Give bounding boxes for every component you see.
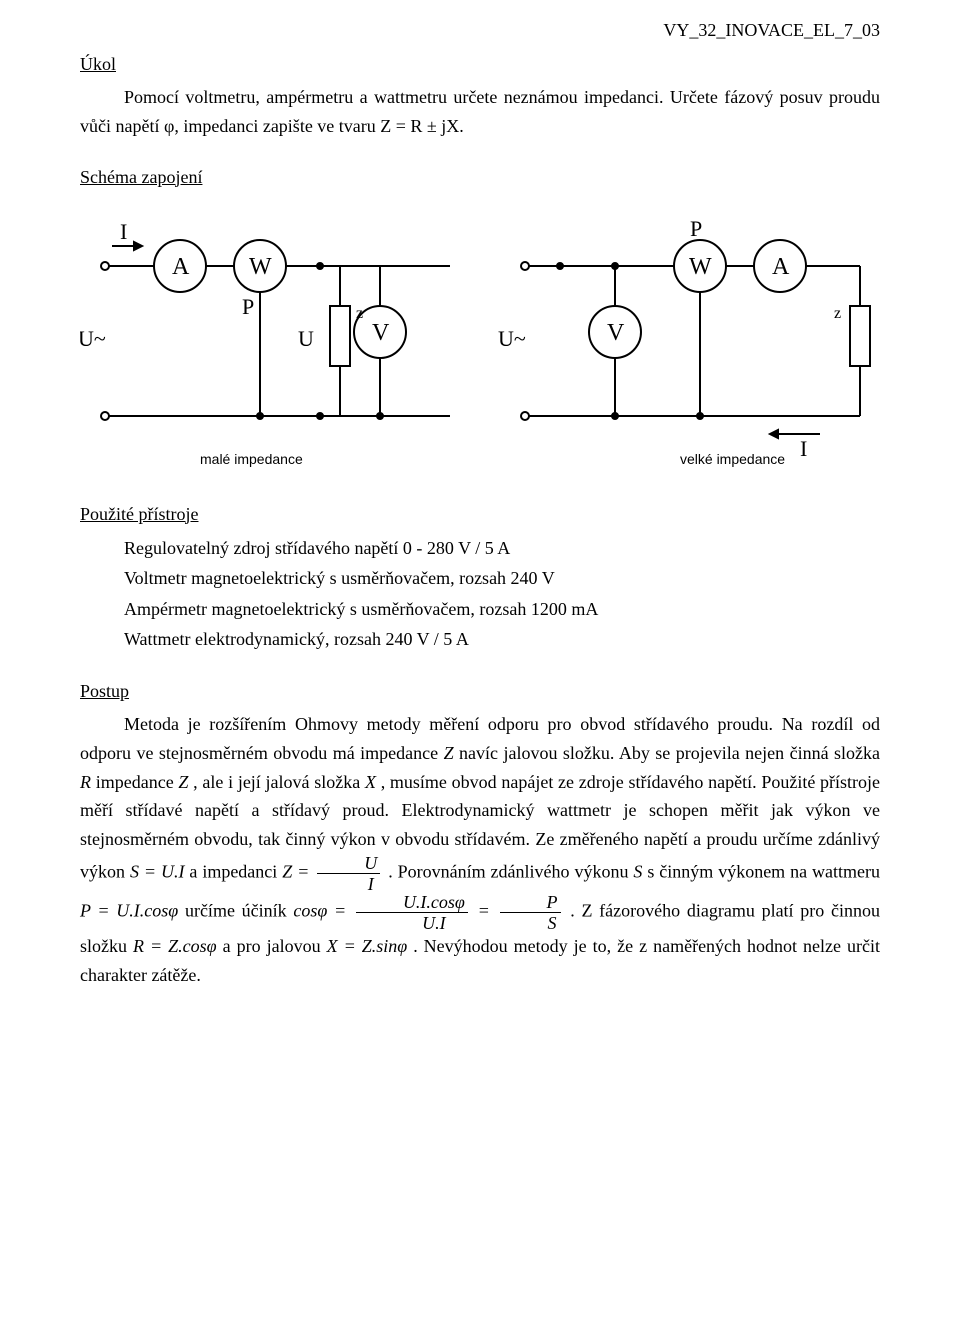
fraction-UIcos-over-UI: U.I.cosφ U.I (356, 893, 468, 932)
section-schema-title: Schéma zapojení (80, 167, 880, 188)
caption-right: velké impedance (680, 451, 785, 467)
frac-den: S (500, 913, 561, 932)
label-P-right: P (690, 216, 702, 241)
label-W-right: W (689, 254, 712, 280)
proc-eq-P: P = U.I.cosφ (80, 901, 178, 921)
instruments-list: Regulovatelný zdroj střídavého napětí 0 … (124, 533, 880, 655)
proc-text: impedance (96, 772, 179, 792)
instrument-item: Regulovatelný zdroj střídavého napětí 0 … (124, 533, 880, 564)
proc-var-S: S (633, 862, 642, 882)
section-task-title: Úkol (80, 54, 880, 75)
frac-num: P (500, 893, 561, 913)
label-Utilde-right: U~ (498, 326, 526, 351)
section-instruments-title: Použité přístroje (80, 504, 880, 525)
circuit-diagram: I U~ U P z A W V malé impedance (80, 206, 880, 486)
label-A-right: A (772, 254, 790, 280)
instrument-item: Voltmetr magnetoelektrický s usměrňovače… (124, 563, 880, 594)
frac-den: I (317, 874, 380, 893)
frac-num: U (317, 854, 380, 874)
label-I-left: I (120, 219, 127, 244)
label-I-right: I (800, 436, 807, 461)
proc-eq-cos: cosφ = (293, 901, 353, 921)
proc-var-Z: Z (444, 743, 454, 763)
page: VY_32_INOVACE_EL_7_03 Úkol Pomocí voltme… (0, 0, 960, 1326)
frac-den: U.I (356, 913, 468, 932)
proc-eq-R: R = Z.cosφ (133, 936, 217, 956)
task-text: Pomocí voltmetru, ampérmetru a wattmetru… (80, 83, 880, 141)
label-z-right: z (834, 305, 841, 322)
proc-text: a impedanci (189, 862, 282, 882)
label-A-left: A (172, 254, 190, 280)
label-V-right: V (607, 320, 625, 346)
document-id: VY_32_INOVACE_EL_7_03 (663, 20, 880, 41)
proc-eq-Z: Z = (282, 862, 314, 882)
fraction-P-over-S: P S (500, 893, 561, 932)
label-P-left: P (242, 294, 254, 319)
proc-text: navíc jalovou složku. Aby se projevila n… (459, 743, 880, 763)
proc-eq-sign: = (478, 901, 497, 921)
label-Utilde-left: U~ (80, 326, 106, 351)
fraction-U-over-I: U I (317, 854, 380, 893)
task-text-content: Pomocí voltmetru, ampérmetru a wattmetru… (80, 87, 880, 136)
proc-var-Z: Z (178, 772, 188, 792)
proc-text: a pro jalovou (223, 936, 327, 956)
proc-eq-S: S = U.I (130, 862, 185, 882)
frac-num: U.I.cosφ (356, 893, 468, 913)
proc-text: určíme účiník (185, 901, 293, 921)
label-V-left: V (372, 320, 390, 346)
section-procedure-title: Postup (80, 681, 880, 702)
proc-eq-X: X = Z.sinφ (327, 936, 408, 956)
label-W-left: W (249, 254, 272, 280)
label-z-left: z (356, 305, 363, 322)
caption-left: malé impedance (200, 451, 303, 467)
proc-var-X: X (365, 772, 376, 792)
procedure-paragraph: Metoda je rozšířením Ohmovy metody měřen… (80, 710, 880, 990)
proc-var-R: R (80, 772, 91, 792)
proc-text: s činným výkonem na wattmeru (647, 862, 880, 882)
proc-text: . Porovnáním zdánlivého výkonu (388, 862, 633, 882)
label-U-left: U (298, 326, 314, 351)
proc-text: , ale i její jalová složka (193, 772, 365, 792)
instrument-item: Wattmetr elektrodynamický, rozsah 240 V … (124, 624, 880, 655)
schematic-svg: I U~ U P z A W V malé impedance (80, 206, 880, 486)
instrument-item: Ampérmetr magnetoelektrický s usměrňovač… (124, 594, 880, 625)
